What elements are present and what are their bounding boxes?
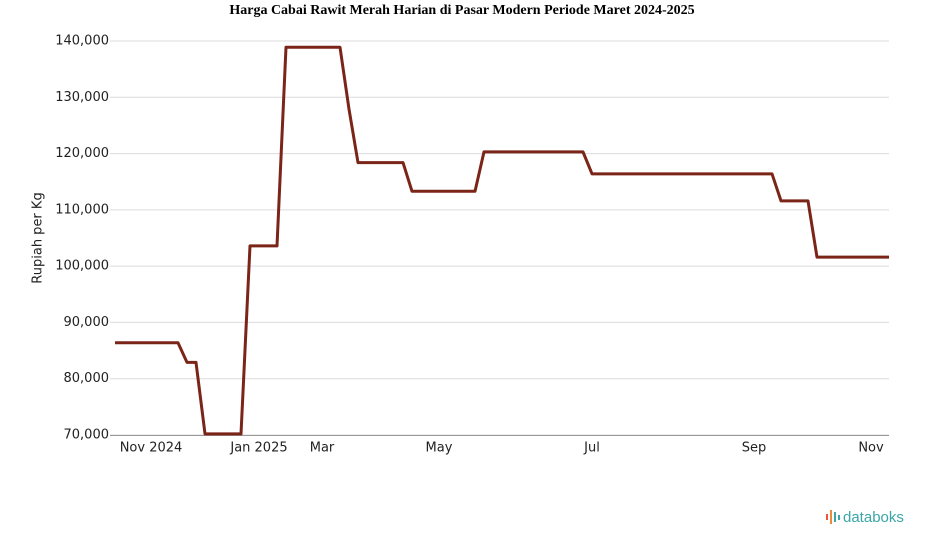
y-tick-label: 120,000 — [55, 146, 109, 161]
line — [115, 45, 889, 436]
y-tick-label: 90,000 — [64, 315, 110, 330]
y-tick-label: 130,000 — [55, 90, 109, 105]
chart-title: Harga Cabai Rawit Merah Harian di Pasar … — [229, 3, 694, 18]
y-tick-label: 100,000 — [55, 259, 109, 274]
y-tick-label: 80,000 — [64, 371, 110, 386]
x-tick-label: Nov — [858, 441, 884, 456]
x-tick-label: Jan 2025 — [229, 441, 287, 456]
x-tick-label: Sep — [742, 441, 767, 456]
watermark: databoks — [843, 509, 904, 526]
x-tick-label: Jul — [583, 441, 600, 456]
x-tick-label: Nov 2024 — [120, 441, 183, 456]
y-tick-label: 110,000 — [55, 202, 109, 217]
watermark-icon — [826, 510, 840, 524]
x-tick-label: May — [426, 441, 453, 456]
y-axis-label: Rupiah per Kg — [31, 192, 46, 283]
x-tick-label: Mar — [310, 441, 335, 456]
y-tick-label: 140,000 — [55, 34, 109, 49]
y-tick-label: 70,000 — [64, 428, 110, 443]
